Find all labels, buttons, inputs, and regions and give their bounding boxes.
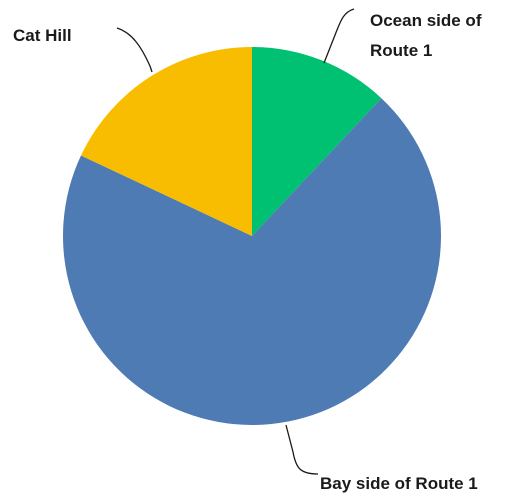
leader-line-ocean-side <box>323 8 355 64</box>
pie-slice-bay-side-of-route-1 <box>63 98 442 425</box>
leader-line-bay-side <box>285 424 319 475</box>
leader-line-cat-hill <box>116 27 153 73</box>
label-ocean-side-line2: Route 1 <box>370 41 432 60</box>
label-ocean-side-line1: Ocean side of <box>370 11 482 30</box>
label-bay-side: Bay side of Route 1 <box>320 474 478 493</box>
pie-slice-cat-hill <box>80 47 253 236</box>
label-cat-hill: Cat Hill <box>13 26 72 45</box>
pie-slices <box>63 47 442 425</box>
label-ocean-side: Ocean side of Route 1 <box>370 11 486 60</box>
pie-slice-ocean-side-of-route-1 <box>252 47 382 236</box>
